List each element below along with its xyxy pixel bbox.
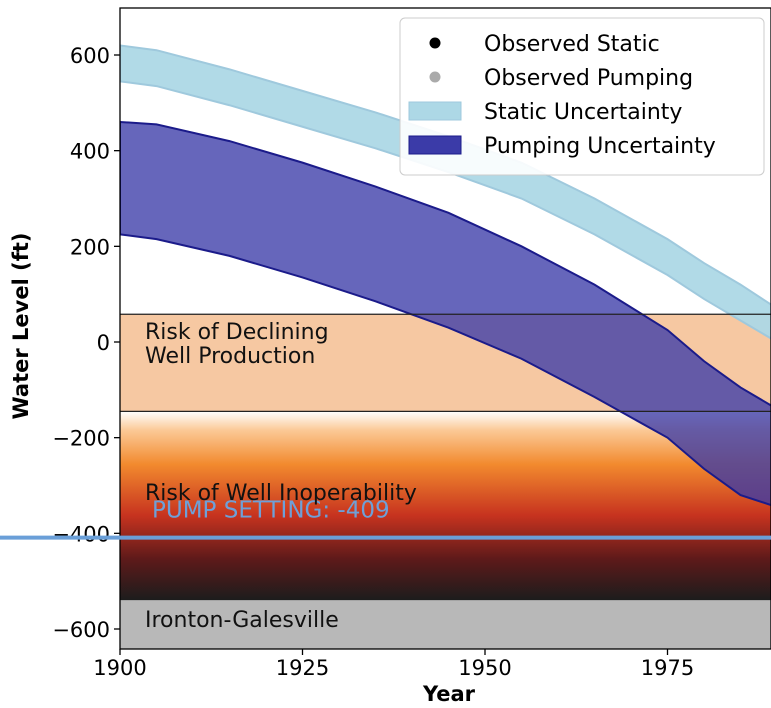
band-pumping-uncertainty	[120, 120, 771, 507]
y-axis-label: Water Level (ft)	[9, 233, 33, 420]
x-tick-label: 1975	[641, 656, 694, 680]
plot-frame	[119, 7, 771, 650]
legend-label-1: Observed Pumping	[484, 66, 693, 91]
pump-setting: PUMP SETTING: -409	[152, 498, 390, 524]
x-tick-label: 1900	[93, 656, 146, 680]
legend-patch-3	[408, 135, 462, 155]
zone-labels: Risk of Declining Well Production Risk of …	[145, 320, 417, 633]
legend-patch-2	[408, 101, 462, 121]
y-tick-label: −400	[52, 522, 110, 546]
legend-marker-1	[429, 71, 441, 83]
pump-setting-label: PUMP SETTING: -409	[152, 498, 390, 524]
x-axis-label: Year	[422, 682, 476, 706]
y-tick-label: −200	[52, 427, 110, 451]
uncertainty-bands	[120, 44, 771, 507]
legend-label-2: Static Uncertainty	[484, 100, 682, 125]
x-tick-label: 1925	[276, 656, 329, 680]
zone-label-1: Risk of Well Inoperability	[145, 481, 417, 506]
zone-boundaries	[120, 313, 771, 413]
legend-label-0: Observed Static	[484, 32, 660, 57]
zone-label-0: Risk of Declining Well Production	[145, 320, 329, 369]
band-static-uncertainty	[120, 44, 771, 340]
y-tick-label: 200	[70, 235, 110, 259]
zone-1	[120, 411, 771, 601]
y-tick-label: 600	[70, 44, 110, 68]
y-tick-label: 400	[70, 140, 110, 164]
legend-marker-0	[429, 37, 441, 49]
legend: Observed Static Observed Pumping Static Un…	[399, 17, 765, 176]
y-tick-label: −600	[52, 618, 110, 642]
y-tick-label: 0	[97, 331, 110, 355]
zone-2	[120, 600, 771, 649]
legend-box	[399, 17, 765, 176]
zone-label-2: Ironton-Galesville	[145, 608, 339, 633]
x-tick-label: 1950	[458, 656, 511, 680]
axes: 19001925195019752000202520506004002000−2…	[52, 7, 771, 680]
plot-area: PUMP SETTING: -409 Risk of Declining Well…	[120, 44, 771, 649]
legend-label-3: Pumping Uncertainty	[484, 134, 716, 159]
